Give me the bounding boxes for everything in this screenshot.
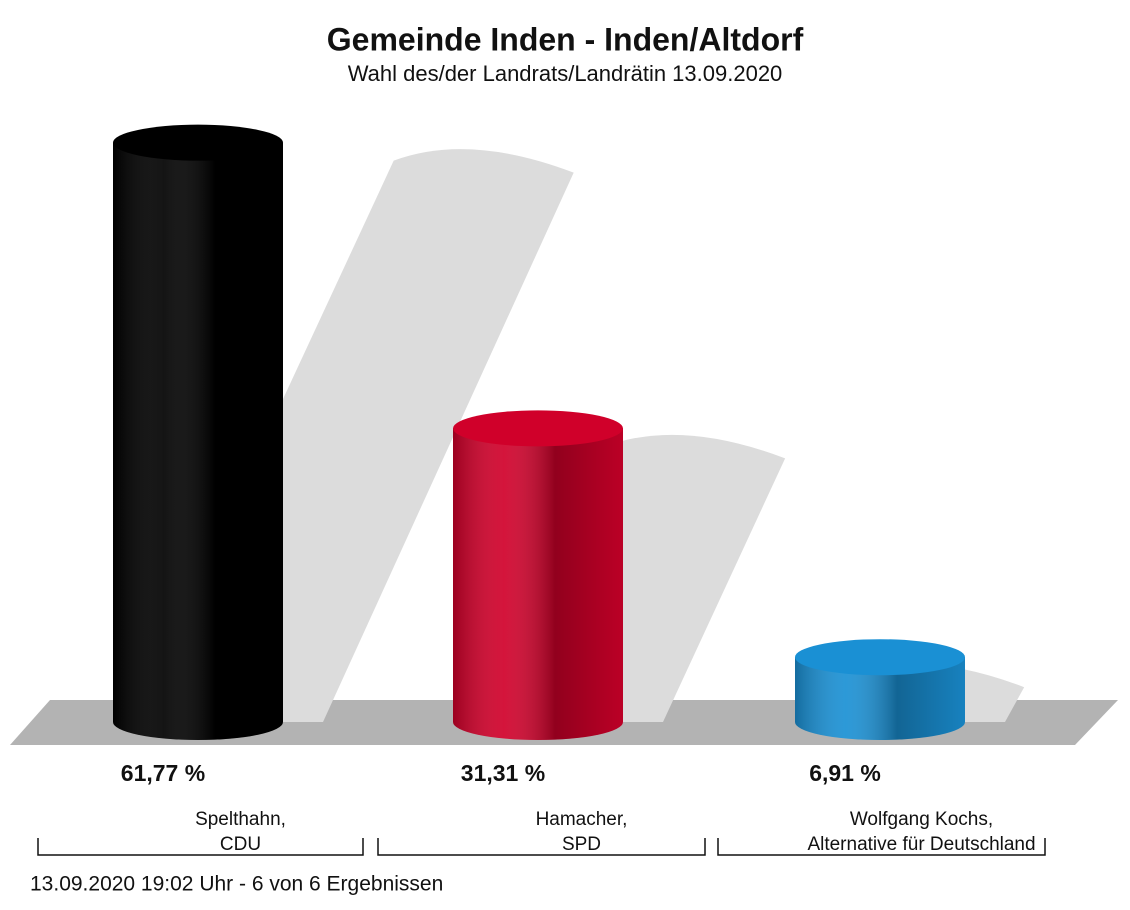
chart-title: Gemeinde Inden - Inden/Altdorf <box>327 21 804 57</box>
category-label: Wolfgang Kochs, <box>850 809 993 830</box>
category-bracket <box>717 838 1046 856</box>
chart-subtitle: Wahl des/der Landrats/Landrätin 13.09.20… <box>348 61 783 86</box>
category-label: SPD <box>562 834 601 855</box>
bar-top <box>453 410 623 447</box>
category-label: Hamacher, <box>536 809 628 830</box>
category-label: CDU <box>220 834 261 855</box>
bar-shading <box>113 142 283 741</box>
bar-shading <box>795 657 965 740</box>
bar-shading <box>453 428 623 740</box>
category-bracket <box>37 838 364 856</box>
category-label: Spelthahn, <box>195 809 286 830</box>
bar-top <box>113 124 283 161</box>
bar-top <box>795 639 965 676</box>
value-label: 6,91 % <box>809 760 881 786</box>
category-bracket <box>377 838 706 856</box>
value-label: 61,77 % <box>121 760 205 786</box>
footer: 13.09.2020 19:02 Uhr - 6 von 6 Ergebniss… <box>30 873 443 896</box>
category-label: Alternative für Deutschland <box>807 834 1035 855</box>
value-label: 31,31 % <box>461 760 545 786</box>
